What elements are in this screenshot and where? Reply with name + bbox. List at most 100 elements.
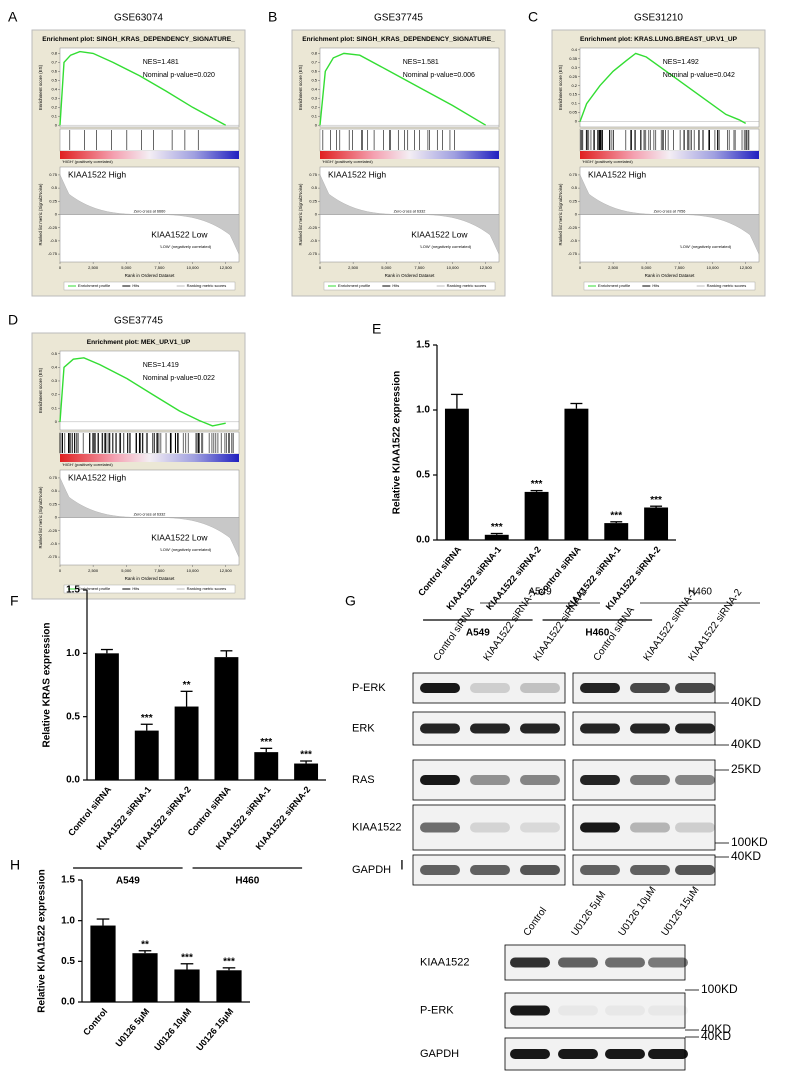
x-tick-label: 10,000 bbox=[446, 265, 459, 270]
band bbox=[580, 723, 620, 734]
es-tick-label: 0.2 bbox=[311, 104, 317, 109]
es-area bbox=[59, 350, 240, 431]
high-label: KIAA1522 High bbox=[588, 169, 646, 179]
panel-letter: A bbox=[8, 9, 18, 25]
rm-tick-label: -0.75 bbox=[308, 251, 318, 256]
es-tick-label: 0.4 bbox=[51, 86, 57, 91]
bar bbox=[90, 925, 116, 1002]
marker-label: 40KD bbox=[701, 1029, 731, 1043]
y-axis-label: Relative KRAS expression bbox=[42, 622, 53, 747]
plot-title: Enrichment plot: KRAS.LUNG.BREAST_UP.V1_… bbox=[580, 36, 738, 43]
x-tick-label: 12,500 bbox=[480, 265, 493, 270]
band bbox=[470, 775, 510, 785]
group-label: A549 bbox=[466, 628, 490, 639]
low-label: KIAA1522 Low bbox=[151, 229, 208, 239]
group-label: H460 bbox=[688, 587, 712, 598]
band bbox=[630, 775, 670, 785]
legend-label: Ranking metric scores bbox=[187, 586, 227, 591]
legend-label: Ranking metric scores bbox=[447, 283, 487, 288]
band bbox=[605, 1049, 645, 1059]
bar bbox=[294, 763, 319, 780]
band bbox=[520, 865, 560, 875]
legend-label: Hits bbox=[132, 283, 139, 288]
y-tick-label: 0.0 bbox=[416, 535, 430, 546]
significance: *** bbox=[141, 713, 153, 724]
significance: *** bbox=[610, 510, 622, 521]
legend-label: Enrichment profile bbox=[338, 283, 371, 288]
es-axis-label: Enrichment score (ES) bbox=[38, 64, 43, 110]
es-curve bbox=[319, 52, 487, 126]
x-tick-label: 10,000 bbox=[706, 265, 719, 270]
high-label: KIAA1522 High bbox=[328, 169, 386, 179]
es-axis-label: Enrichment score (ES) bbox=[38, 367, 43, 413]
band bbox=[580, 822, 620, 833]
nes: NES=1.481 bbox=[143, 59, 179, 66]
es-axis-label: Enrichment score (ES) bbox=[298, 64, 303, 110]
significance: ** bbox=[183, 680, 191, 691]
row-label: KIAA1522 bbox=[420, 956, 470, 968]
legend-label: Enrichment profile bbox=[78, 586, 111, 591]
band bbox=[470, 865, 510, 875]
panel-letter: F bbox=[10, 593, 19, 609]
bar bbox=[214, 657, 239, 780]
neg-label: 'LOW' (negatively correlated) bbox=[160, 547, 212, 552]
rm-tick-label: 0.5 bbox=[571, 185, 577, 190]
panel-letter: D bbox=[8, 312, 18, 328]
rm-tick-label: -0.75 bbox=[48, 251, 58, 256]
bar bbox=[132, 953, 158, 1002]
hits-band bbox=[59, 128, 240, 152]
es-tick-label: 0.3 bbox=[51, 378, 57, 383]
es-tick-label: 0.1 bbox=[571, 101, 577, 106]
x-axis-label: Rank in Ordered Dataset bbox=[125, 576, 176, 581]
band bbox=[675, 775, 715, 785]
y-tick-label: 0.5 bbox=[416, 470, 430, 481]
x-tick-label: 10,000 bbox=[186, 568, 199, 573]
zero-cross: Zero cross at 6332 bbox=[134, 513, 166, 517]
x-tick-label: 2,500 bbox=[88, 568, 99, 573]
p-value: Nominal p-value=0.006 bbox=[403, 72, 475, 79]
row-label: P-ERK bbox=[352, 682, 386, 694]
es-area bbox=[319, 47, 500, 128]
bar bbox=[134, 730, 159, 780]
band bbox=[605, 1005, 645, 1016]
bar bbox=[254, 752, 279, 780]
y-tick-label: 0.5 bbox=[66, 711, 80, 722]
rm-tick-label: -0.5 bbox=[50, 541, 58, 546]
band bbox=[675, 683, 715, 693]
pos-label: 'HIGH' (positively correlated) bbox=[62, 462, 113, 467]
dataset-title: GSE37745 bbox=[374, 13, 423, 24]
nes: NES=1.419 bbox=[143, 362, 179, 369]
y-tick-label: 1.5 bbox=[416, 340, 430, 351]
es-tick-label: 0 bbox=[55, 122, 58, 127]
pos-label: 'HIGH' (positively correlated) bbox=[62, 159, 113, 164]
es-tick-label: 0.4 bbox=[571, 47, 577, 52]
high-label: KIAA1522 High bbox=[68, 472, 126, 482]
band bbox=[420, 865, 460, 875]
es-tick-label: 0.4 bbox=[311, 86, 317, 91]
row-label: ERK bbox=[352, 722, 375, 734]
band bbox=[510, 1005, 550, 1016]
hits-band bbox=[579, 128, 760, 152]
panel-letter: G bbox=[345, 593, 356, 609]
es-tick-label: 0.5 bbox=[51, 77, 57, 82]
high-label: KIAA1522 High bbox=[68, 169, 126, 179]
es-curve bbox=[59, 50, 227, 126]
hits-band bbox=[319, 128, 500, 152]
band bbox=[675, 865, 715, 875]
marker-label: 40KD bbox=[731, 737, 761, 751]
rm-tick-label: 0.5 bbox=[51, 488, 57, 493]
band bbox=[420, 723, 460, 734]
row-label: GAPDH bbox=[352, 864, 391, 876]
row-label: KIAA1522 bbox=[352, 821, 402, 833]
bar bbox=[564, 408, 589, 540]
legend-label: Ranking metric scores bbox=[187, 283, 227, 288]
marker-label: 100KD bbox=[701, 982, 738, 996]
marker-label: 40KD bbox=[731, 849, 761, 863]
band bbox=[630, 865, 670, 875]
x-tick-label: 5,000 bbox=[381, 265, 392, 270]
y-tick-label: 1.0 bbox=[416, 405, 430, 416]
band bbox=[605, 957, 645, 968]
panel-letter: H bbox=[10, 857, 20, 873]
legend-label: Hits bbox=[652, 283, 659, 288]
